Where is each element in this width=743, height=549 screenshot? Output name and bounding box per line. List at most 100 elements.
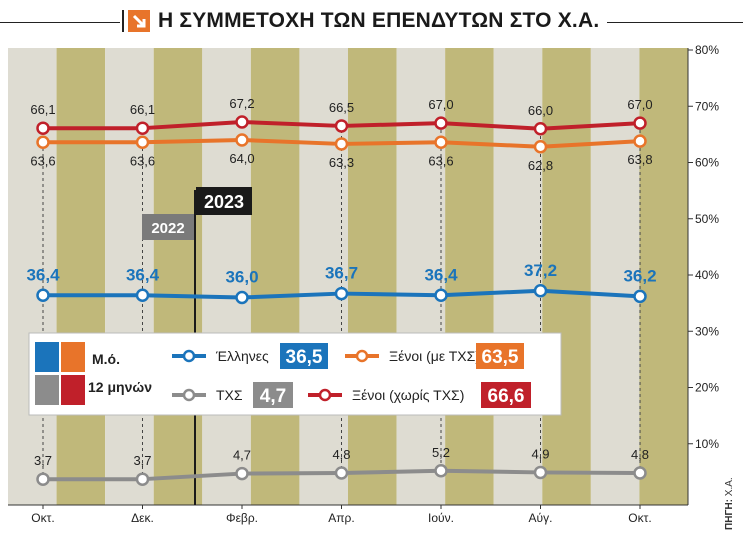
source-value: Χ.Α. (724, 477, 735, 497)
data-label: 3,7 (133, 453, 151, 468)
x-tick-label: Ιούν. (428, 511, 454, 525)
legend-swatch-greeks (35, 342, 59, 372)
data-point (235, 115, 249, 129)
legend-marker (182, 349, 196, 363)
data-label: 66,5 (329, 100, 354, 115)
data-point (633, 466, 647, 480)
data-point (235, 290, 249, 305)
data-label: 64,0 (229, 151, 254, 166)
year-2022-box (142, 214, 194, 240)
data-label: 66,1 (130, 102, 155, 117)
data-label: 5,2 (432, 445, 450, 460)
chart-header: Η ΣΥΜΜΕΤΟΧΗ ΤΩΝ ΕΠΕΝΔΥΤΩΝ ΣΤΟ Χ.Α. (0, 0, 743, 44)
year-2023-label: 2023 (204, 192, 244, 212)
source-note: ΠΗΓΗ: Χ.Α. (724, 477, 735, 530)
data-point (434, 464, 448, 478)
data-label: 63,8 (627, 152, 652, 167)
data-point (135, 121, 150, 135)
series-2: 36,4 36,4 36,0 36,7 36,4 37,2 36,2 (26, 261, 657, 305)
legend-item: Ξένοι (με ΤΧΣ) 63,5 (345, 343, 524, 369)
legend-value-box (481, 382, 531, 408)
series-1: 63,6 63,6 64,0 63,3 63,6 62,8 63,8 (30, 133, 653, 173)
legend-series-name: Ξένοι (χωρίς ΤΧΣ) (352, 387, 464, 403)
data-label: 67,0 (627, 97, 652, 112)
legend-marker (355, 349, 369, 363)
data-label: 36,0 (225, 268, 258, 287)
y-tick-label: 50% (695, 212, 719, 226)
data-point (135, 135, 150, 149)
data-label: 63,3 (329, 155, 354, 170)
legend-value-box (253, 382, 293, 408)
data-label: 36,2 (623, 266, 656, 285)
data-label: 66,1 (30, 102, 55, 117)
x-tick-label: Οκτ. (31, 511, 54, 525)
month-band (639, 48, 688, 505)
data-label: 62,8 (528, 158, 553, 173)
legend-value-box (476, 343, 524, 369)
legend-series-name: ΤΧΣ (216, 387, 243, 403)
data-point (334, 137, 349, 151)
data-point (434, 135, 448, 149)
data-point (135, 472, 150, 486)
source-label: ΠΗΓΗ: (724, 498, 735, 530)
y-tick-label: 40% (695, 268, 719, 282)
x-tick-label: Δεκ. (131, 511, 154, 525)
data-point (235, 133, 249, 147)
legend-value: 66,6 (488, 386, 525, 407)
header-rule-left (0, 22, 120, 23)
y-tick-label: 30% (695, 324, 719, 338)
data-label: 3,7 (34, 453, 52, 468)
data-label: 37,2 (524, 261, 557, 280)
data-label: 4,8 (332, 447, 350, 462)
data-label: 67,0 (428, 97, 453, 112)
legend-swatch-chx (35, 375, 59, 405)
x-tick-label: Οκτ. (628, 511, 651, 525)
data-label: 4,9 (531, 446, 549, 461)
data-point (533, 122, 548, 136)
data-point (36, 288, 50, 302)
guide-lines (42, 130, 641, 478)
y-tick-label: 60% (695, 156, 719, 170)
year-2023-box (196, 187, 252, 215)
header-rule-right (600, 22, 743, 23)
data-point (36, 135, 50, 149)
data-label: 36,4 (126, 265, 160, 284)
data-point (533, 465, 548, 480)
data-point (533, 140, 548, 154)
data-point (36, 472, 50, 486)
y-tick-label: 80% (695, 43, 719, 57)
data-point (434, 116, 448, 130)
y-tick-label: 10% (695, 437, 719, 451)
month-band (56, 48, 106, 505)
legend-value: 4,7 (260, 386, 286, 407)
x-tick-label: Απρ. (328, 511, 354, 525)
title-block: Η ΣΥΜΜΕΤΟΧΗ ΤΩΝ ΕΠΕΝΔΥΤΩΝ ΣΤΟ Χ.Α. (120, 4, 608, 38)
data-point (334, 119, 349, 133)
data-point (533, 284, 548, 298)
data-point (434, 288, 448, 302)
chart-title: Η ΣΥΜΜΕΤΟΧΗ ΤΩΝ ΕΠΕΝΔΥΤΩΝ ΣΤΟ Χ.Α. (158, 9, 600, 32)
legend: Μ.ό. 12 μηνών Έλληνες 36,5 Ξένοι (με ΤΧΣ) 63,… (28, 332, 562, 416)
data-point (135, 288, 150, 302)
data-label: 36,7 (325, 264, 358, 283)
month-band (542, 48, 591, 505)
x-tick-label: Φεβρ. (226, 511, 258, 525)
legend-swatch-foreign-with (61, 342, 85, 372)
legend-item: Έλληνες 36,5 (172, 343, 328, 369)
legend-marker (182, 388, 196, 402)
legend-marker (318, 388, 332, 402)
month-band (8, 48, 57, 505)
legend-series-name: Έλληνες (215, 348, 269, 364)
data-label: 4,7 (233, 448, 251, 463)
data-point (235, 466, 249, 481)
data-label: 36,4 (26, 265, 60, 284)
data-label: 4,8 (631, 447, 649, 462)
legend-period-label: 12 μηνών (88, 379, 152, 395)
data-label: 67,2 (229, 96, 254, 111)
legend-swatch-foreign-without (61, 375, 85, 405)
data-point (633, 134, 647, 148)
data-point (36, 121, 50, 135)
data-point (633, 289, 647, 304)
data-label: 63,6 (130, 153, 155, 168)
